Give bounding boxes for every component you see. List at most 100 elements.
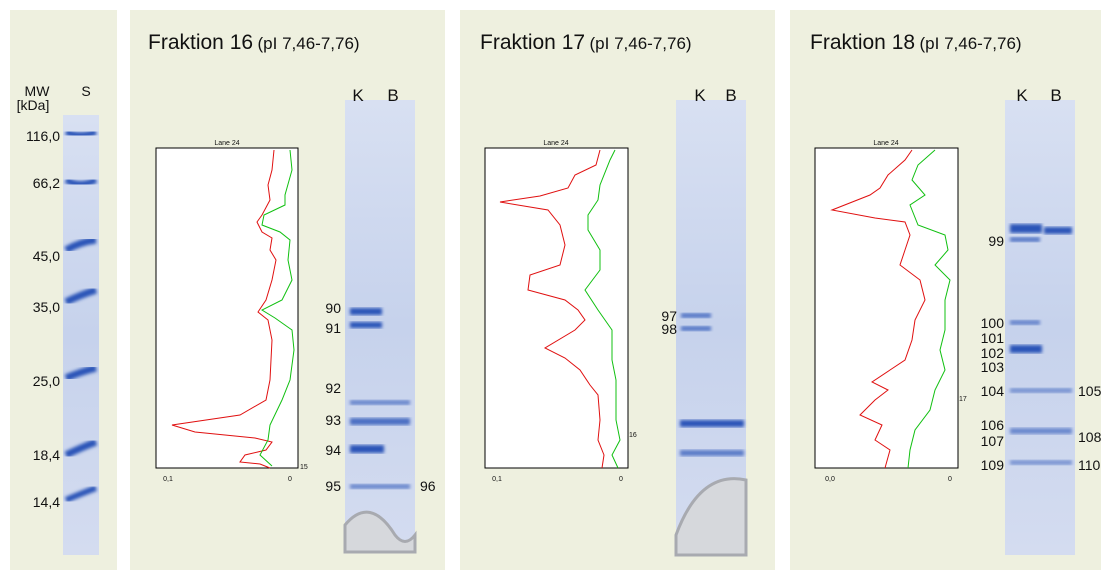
spot-label: 98 (661, 321, 677, 337)
axis-label: 0,1 (163, 476, 173, 483)
spot-label: 105 (1078, 383, 1101, 399)
spot-label: 107 (981, 433, 1005, 449)
spot-label: 109 (981, 457, 1005, 473)
plot-label: Lane 24 (543, 140, 568, 147)
spot (1010, 237, 1040, 242)
axis-label: 0,0 (825, 476, 835, 483)
mw-label: 18,4 (33, 447, 60, 463)
axis-label: 0 (619, 476, 623, 483)
spot (680, 420, 744, 427)
plot-label: Lane 24 (214, 140, 239, 147)
mw-header: MW (25, 83, 51, 99)
subtitle: (pI 7,46-7,76) (258, 34, 360, 53)
axis-label: 0 (948, 476, 952, 483)
spot-label: 108 (1078, 429, 1101, 445)
band (64, 286, 98, 306)
spot (681, 326, 711, 331)
spot-label: 94 (325, 442, 341, 458)
spot-label: 92 (325, 380, 341, 396)
band (64, 177, 98, 187)
trace-b (584, 149, 621, 469)
spot-label: 90 (325, 300, 341, 316)
spot-label: 96 (420, 478, 436, 494)
plot-label: Lane 24 (873, 140, 898, 147)
spot-label: 106 (981, 417, 1005, 433)
spot-label: 102 (981, 345, 1005, 361)
spot (350, 484, 410, 489)
mw-label: 14,4 (33, 494, 60, 510)
gel (63, 115, 99, 555)
plot-box (484, 147, 629, 469)
title: Fraktion 18 (810, 31, 915, 54)
spot (1010, 320, 1040, 325)
plot-box (155, 147, 299, 469)
tick-label: 15 (300, 464, 308, 471)
trace-b (259, 149, 295, 467)
panel-title: Fraktion 16 (pI 7,46-7,76) (148, 31, 360, 54)
tick-label: 17 (959, 396, 967, 403)
panel: Fraktion 17 (pI 7,46-7,76) Lane 24 0,1 0… (480, 31, 748, 557)
subtitle: (pI 7,46-7,76) (920, 34, 1022, 53)
plot-box (814, 147, 959, 469)
lane-label: S (81, 83, 90, 99)
band (64, 485, 98, 503)
gel-edge (343, 510, 417, 554)
spot (1010, 345, 1042, 353)
title: Fraktion 17 (480, 31, 585, 54)
spot-label: 97 (661, 308, 677, 324)
spot-label: 95 (325, 478, 341, 494)
band (64, 236, 97, 254)
band (64, 129, 98, 138)
spot (350, 400, 410, 405)
trace-k (830, 149, 926, 469)
spot (1010, 224, 1042, 233)
lane-label: K (1016, 86, 1028, 105)
spot-label: 101 (981, 330, 1005, 346)
lane-label: K (352, 86, 364, 105)
band (64, 364, 97, 382)
spot (1010, 388, 1072, 393)
spot (1044, 227, 1072, 234)
lane-label: B (1050, 86, 1061, 105)
mw-label: 25,0 (33, 373, 60, 389)
panel: Fraktion 16 (pI 7,46-7,76) Lane 24 0,1 0… (148, 31, 436, 554)
subtitle: (pI 7,46-7,76) (590, 34, 692, 53)
spot-label: 93 (325, 412, 341, 428)
spot-label: 99 (988, 233, 1004, 249)
mw-label: 45,0 (33, 248, 60, 264)
mw-label: 35,0 (33, 299, 60, 315)
ladder: MW [kDa] S 116,0 66,2 45,0 35,0 25,0 18,… (17, 83, 99, 555)
spot-label: 91 (325, 320, 341, 336)
spot (350, 322, 382, 328)
mw-label: 66,2 (33, 175, 60, 191)
panel-title: Fraktion 18 (pI 7,46-7,76) (810, 31, 1022, 54)
axis-label: 0 (288, 476, 292, 483)
spot (350, 308, 382, 315)
spot (1010, 460, 1072, 465)
spot (681, 313, 711, 318)
tick-label: 16 (629, 432, 637, 439)
lane-label: B (725, 86, 736, 105)
trace-k (499, 149, 605, 469)
band (64, 438, 98, 459)
gel-edge (674, 477, 748, 557)
gel (1005, 100, 1075, 555)
panel-title: Fraktion 17 (pI 7,46-7,76) (480, 31, 692, 54)
trace-b (907, 149, 951, 469)
mw-unit: [kDa] (17, 97, 50, 113)
spot-label: 103 (981, 359, 1005, 375)
panel: Fraktion 18 (pI 7,46-7,76) Lane 24 0,0 0… (810, 31, 1101, 555)
spot-label: 100 (981, 315, 1005, 331)
axis-label: 0,1 (492, 476, 502, 483)
spot (350, 445, 384, 453)
lane-label: B (387, 86, 398, 105)
lane-label: K (694, 86, 706, 105)
title: Fraktion 16 (148, 31, 253, 54)
trace-k (171, 149, 277, 469)
mw-label: 116,0 (26, 128, 60, 144)
spot (350, 418, 410, 425)
spot (680, 450, 744, 456)
spot-label: 104 (981, 383, 1005, 399)
